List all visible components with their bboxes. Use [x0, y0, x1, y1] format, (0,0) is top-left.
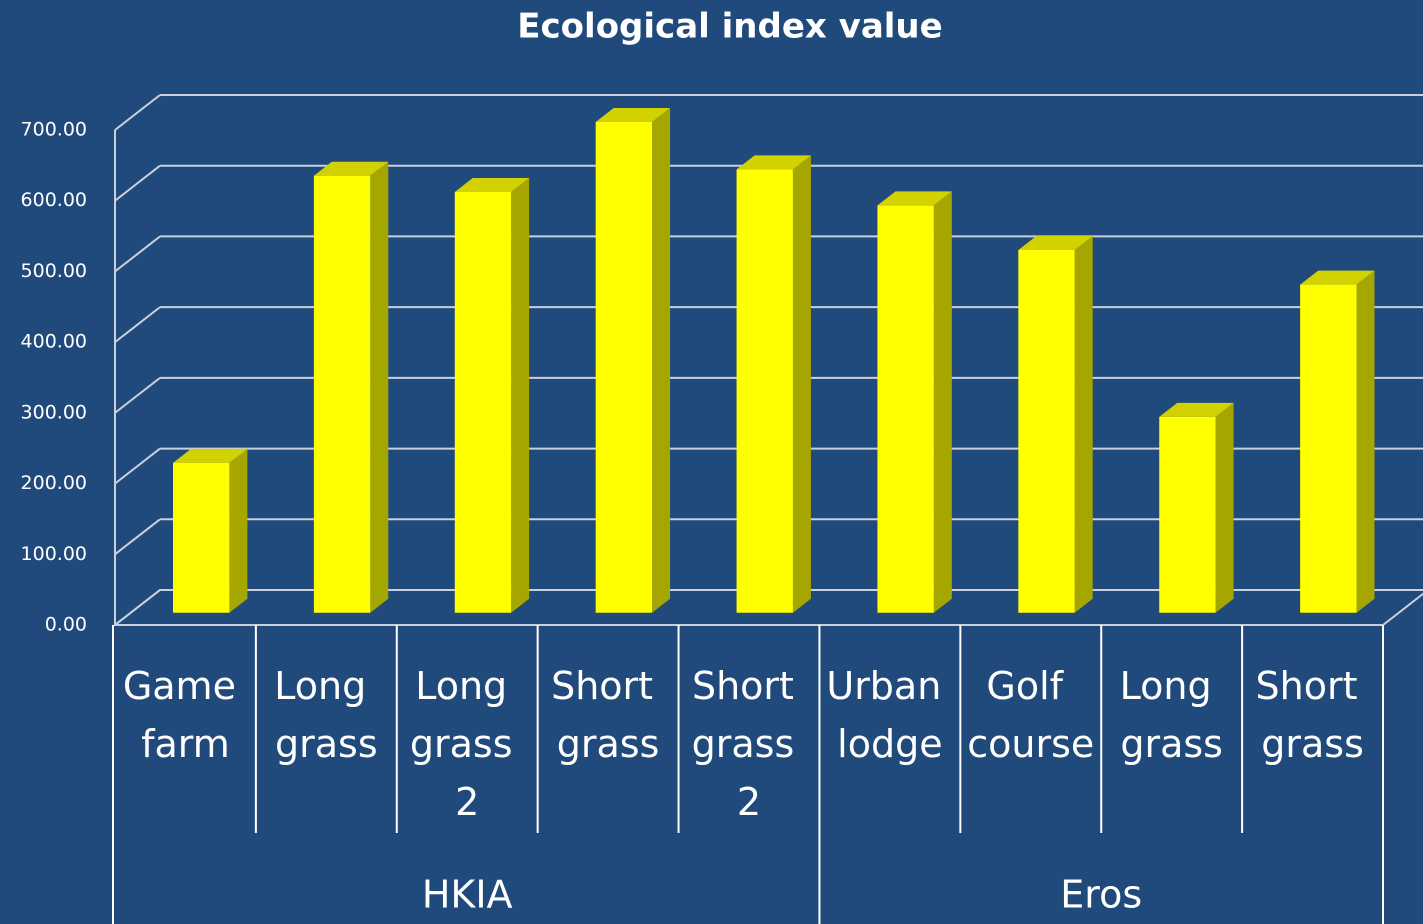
bar-top: [1159, 402, 1234, 417]
bar-side: [1356, 270, 1375, 613]
y-tick-label: 700.00: [21, 119, 87, 141]
x-tick-label: Golf course: [967, 664, 1094, 766]
label-line: Long: [274, 664, 378, 708]
label-line: Short: [692, 664, 806, 708]
grid-line: [114, 589, 161, 626]
label-line: Golf: [986, 664, 1075, 708]
bar-side: [370, 161, 389, 613]
x-tick-label: Long grass: [1120, 664, 1224, 766]
grid-line: [114, 164, 161, 202]
label-line: 2: [737, 780, 761, 824]
group-label: HKIA: [422, 873, 513, 917]
bar-top: [736, 155, 811, 170]
grid-line: [114, 94, 161, 131]
label-line: lodge: [837, 722, 942, 766]
bar-side: [229, 448, 248, 613]
bar-top: [595, 107, 671, 122]
label-line: Long: [415, 664, 519, 708]
bar-top: [1300, 270, 1375, 285]
x-tick-label: Urban lodge: [826, 664, 953, 766]
x-tick-label: Short grass 2: [692, 664, 807, 824]
label-line: grass: [1261, 722, 1364, 766]
bar: [1300, 284, 1357, 613]
y-tick-label: 600.00: [21, 189, 87, 211]
y-tick-label: 100.00: [21, 543, 87, 565]
group-label: Eros: [1060, 873, 1142, 917]
label-line: course: [967, 722, 1094, 766]
bar-top: [1018, 235, 1093, 250]
y-tick-label: 200.00: [21, 472, 87, 494]
bar: [454, 192, 512, 613]
bar-top: [173, 448, 248, 463]
label-line: farm: [141, 722, 230, 766]
y-tick-label: 0.00: [45, 614, 87, 636]
label-line: Game: [123, 664, 248, 708]
chart-title: Ecological index value: [517, 7, 942, 47]
x-tick-label: Game farm: [123, 664, 248, 766]
label-line: 2: [455, 780, 479, 824]
bar-top: [877, 191, 952, 206]
bar-top: [313, 161, 389, 176]
label-line: Long: [1120, 664, 1224, 708]
x-tick-label: Short grass: [551, 664, 665, 766]
bar: [736, 169, 793, 613]
label-line: Urban: [826, 664, 953, 708]
label-line: grass: [275, 722, 378, 766]
bar-side: [933, 191, 952, 613]
label-line: grass: [1120, 722, 1223, 766]
bar-top: [454, 178, 530, 192]
bar-side: [1074, 235, 1093, 613]
bar-side: [1215, 402, 1234, 613]
label-line: grass: [692, 722, 807, 766]
grid-line: [114, 377, 161, 414]
label-line: grass: [557, 722, 660, 766]
bar: [595, 121, 653, 613]
label-line: Short: [1256, 664, 1370, 708]
bar: [313, 175, 371, 613]
bar-side: [511, 178, 530, 613]
label-line: Short: [551, 664, 665, 708]
bar: [1018, 249, 1075, 613]
bar: [877, 205, 934, 613]
grid-line: [114, 306, 161, 343]
bar: [1159, 416, 1216, 613]
x-tick-label: Short grass: [1256, 664, 1370, 766]
bar: [173, 462, 230, 613]
grid-line: [114, 235, 161, 273]
x-tick-label: Long grass: [274, 664, 378, 766]
bar-side: [652, 107, 671, 613]
bar-side: [792, 155, 811, 613]
y-tick-label: 400.00: [21, 331, 87, 353]
x-tick-label: Long grass 2: [410, 664, 525, 824]
label-line: grass: [410, 722, 525, 766]
y-tick-label: 500.00: [21, 260, 87, 282]
grid-line: [114, 518, 161, 556]
grid-line: [114, 447, 161, 485]
y-tick-label: 300.00: [21, 401, 87, 423]
